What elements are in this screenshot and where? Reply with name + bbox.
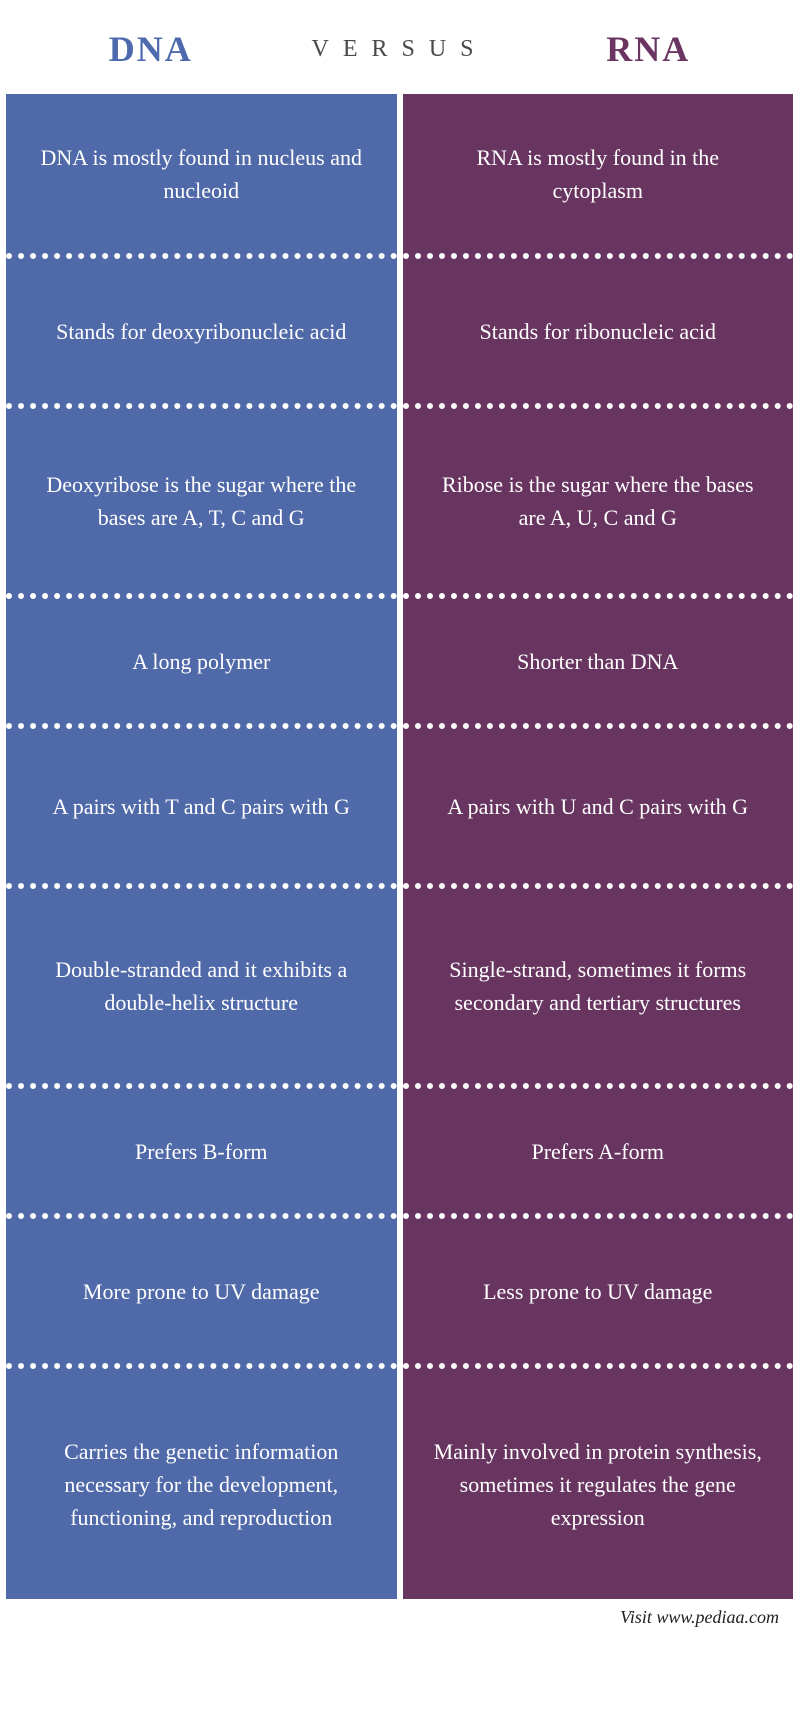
left-cell: DNA is mostly found in nucleus and nucle… bbox=[6, 94, 397, 259]
right-cell: Mainly involved in protein synthesis, so… bbox=[403, 1369, 794, 1599]
left-column: DNA is mostly found in nucleus and nucle… bbox=[6, 94, 397, 1599]
footer-credit: Visit www.pediaa.com bbox=[0, 1599, 799, 1642]
right-cell: Single-strand, sometimes it forms second… bbox=[403, 889, 794, 1089]
right-cell: Stands for ribonucleic acid bbox=[403, 259, 794, 409]
left-cell: A long polymer bbox=[6, 599, 397, 729]
right-column: RNA is mostly found in the cytoplasmStan… bbox=[403, 94, 794, 1599]
left-cell: Stands for deoxyribonucleic acid bbox=[6, 259, 397, 409]
left-cell: Carries the genetic information necessar… bbox=[6, 1369, 397, 1599]
versus-label: VERSUS bbox=[301, 36, 497, 63]
right-cell: Less prone to UV damage bbox=[403, 1219, 794, 1369]
right-cell: Shorter than DNA bbox=[403, 599, 794, 729]
left-cell: Double-stranded and it exhibits a double… bbox=[6, 889, 397, 1089]
comparison-columns: DNA is mostly found in nucleus and nucle… bbox=[0, 94, 799, 1599]
right-cell: RNA is mostly found in the cytoplasm bbox=[403, 94, 794, 259]
left-cell: A pairs with T and C pairs with G bbox=[6, 729, 397, 889]
right-cell: Ribose is the sugar where the bases are … bbox=[403, 409, 794, 599]
right-cell: A pairs with U and C pairs with G bbox=[403, 729, 794, 889]
left-cell: Prefers B-form bbox=[6, 1089, 397, 1219]
right-title: RNA bbox=[498, 28, 799, 70]
comparison-header: DNA VERSUS RNA bbox=[0, 0, 799, 94]
left-title: DNA bbox=[0, 28, 301, 70]
left-cell: Deoxyribose is the sugar where the bases… bbox=[6, 409, 397, 599]
left-cell: More prone to UV damage bbox=[6, 1219, 397, 1369]
right-cell: Prefers A-form bbox=[403, 1089, 794, 1219]
